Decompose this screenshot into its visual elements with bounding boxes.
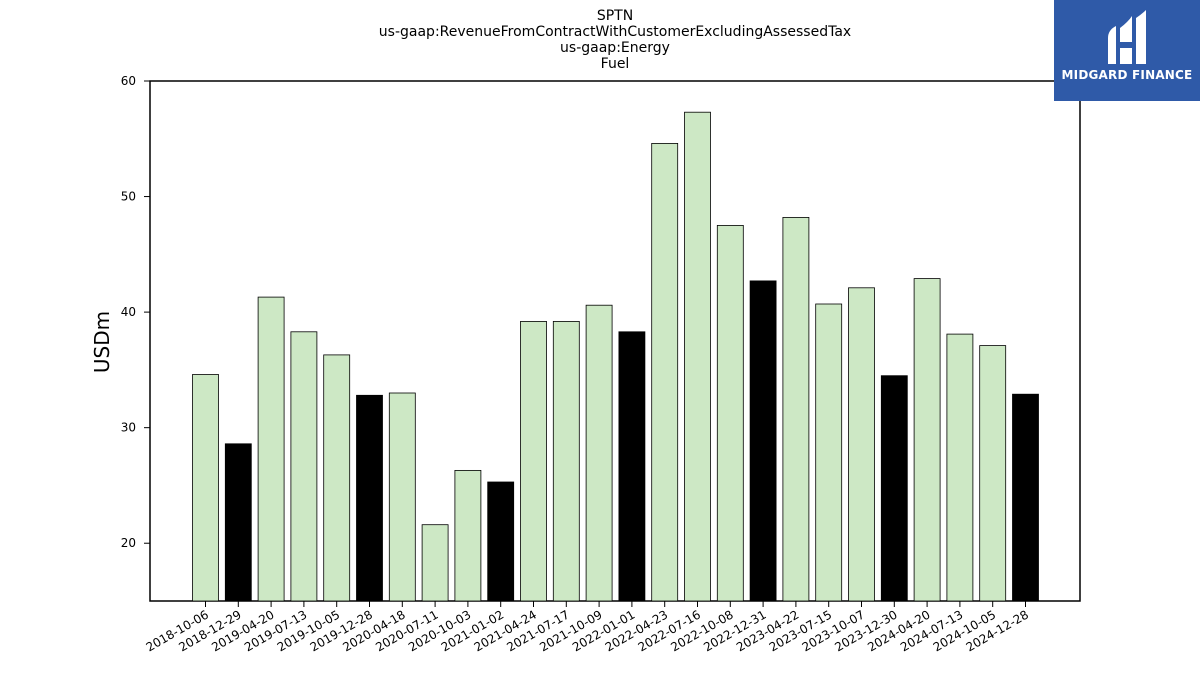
- bar-2022-01-01: [618, 331, 646, 602]
- bar-2022-04-23: [651, 142, 679, 602]
- chart-title: SPTNus-gaap:RevenueFromContractWithCusto…: [379, 8, 851, 72]
- bar-2021-10-09: [585, 304, 613, 602]
- y-tick-label: 60: [121, 74, 136, 88]
- chart-title-line: us-gaap:RevenueFromContractWithCustomerE…: [379, 24, 851, 40]
- y-tick-label: 20: [121, 536, 136, 550]
- y-axis-label: USDm: [90, 311, 114, 373]
- logo-text: MIDGARD FINANCE: [1061, 68, 1193, 82]
- bar-2021-01-02: [487, 481, 515, 602]
- y-tick-label: 40: [121, 305, 136, 319]
- axes-frame: [149, 80, 1081, 602]
- bar-2023-10-07: [848, 287, 875, 602]
- bar-2024-12-28: [1012, 393, 1039, 602]
- bar-2024-07-13: [946, 333, 974, 602]
- bar-2020-04-18: [388, 392, 416, 602]
- bar-2019-04-20: [257, 296, 285, 602]
- y-axis: 20 30 40 50 60: [121, 74, 150, 550]
- bars-group: [192, 111, 1039, 602]
- bar-2020-07-11: [421, 524, 449, 602]
- bar-2021-04-24: [520, 320, 547, 602]
- bar-2024-10-05: [979, 345, 1007, 602]
- chart-title-line: Fuel: [601, 56, 630, 72]
- chart-title-line: SPTN: [597, 8, 633, 24]
- midgard-logo-icon: [1108, 10, 1146, 64]
- bar-2023-07-15: [815, 303, 843, 602]
- y-tick-label: 30: [121, 421, 136, 435]
- bar-2023-04-22: [782, 216, 810, 602]
- bar-2021-07-17: [552, 320, 580, 602]
- bar-2019-07-13: [290, 331, 318, 602]
- bar-2022-10-08: [716, 224, 744, 602]
- bar-2020-10-03: [454, 469, 482, 602]
- bar-2024-04-20: [913, 278, 941, 602]
- bar-2019-10-05: [323, 354, 351, 602]
- bar-2018-10-06: [192, 374, 219, 602]
- brand-logo: MIDGARD FINANCE: [1054, 0, 1200, 101]
- bar-2022-07-16: [684, 111, 711, 602]
- bar-2018-12-29: [224, 443, 252, 602]
- bar-2019-12-28: [356, 394, 383, 602]
- bar-2023-12-30: [880, 375, 908, 602]
- bar-2022-12-31: [749, 280, 777, 602]
- y-tick-label: 50: [121, 190, 136, 204]
- x-axis: 2018-10-062018-12-292019-04-202019-07-13…: [144, 601, 1031, 654]
- chart-title-line: us-gaap:Energy: [560, 40, 670, 56]
